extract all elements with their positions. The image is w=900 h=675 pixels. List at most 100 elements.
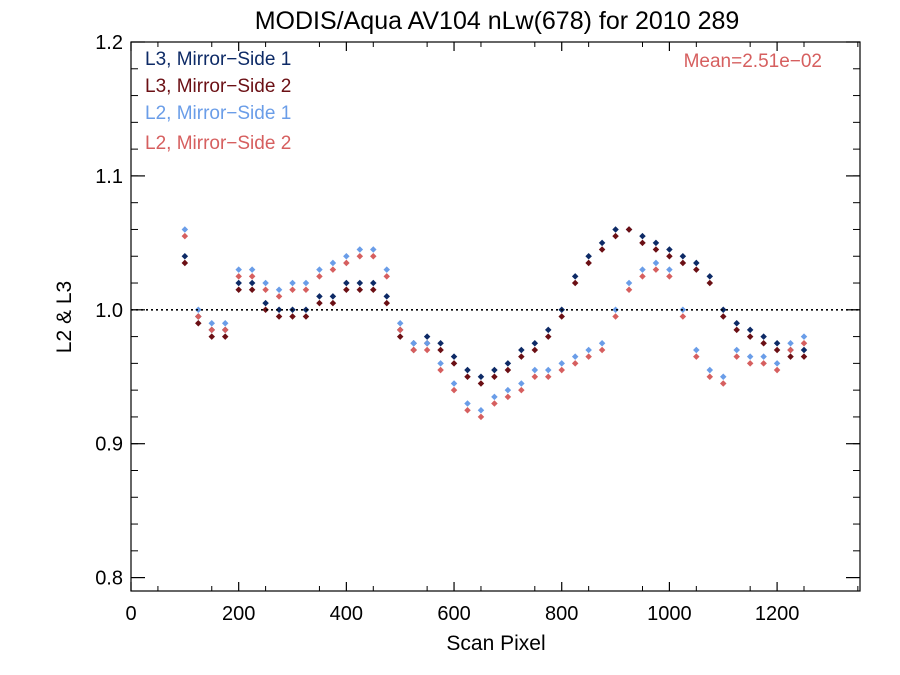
data-point	[491, 393, 498, 401]
data-point	[275, 306, 283, 314]
data-point	[208, 333, 216, 340]
data-point	[545, 366, 552, 374]
data-point	[733, 319, 740, 327]
y-axis-label: L2 & L3	[53, 281, 76, 353]
data-point	[693, 266, 700, 273]
data-point	[356, 246, 364, 253]
data-point	[706, 373, 714, 381]
data-point	[262, 299, 269, 307]
data-point	[787, 346, 794, 354]
data-point	[558, 360, 565, 367]
data-point	[585, 353, 592, 360]
legend-entry: L3, Mirror−Side 2	[145, 76, 291, 97]
data-point	[545, 333, 552, 340]
data-point	[518, 353, 525, 360]
data-point	[181, 259, 189, 267]
data-point	[181, 226, 189, 233]
data-point	[383, 293, 390, 300]
data-point	[719, 313, 727, 320]
data-point	[316, 293, 323, 300]
data-point	[289, 286, 296, 293]
data-point	[504, 393, 512, 401]
data-point	[343, 259, 350, 267]
series-group	[181, 226, 808, 381]
data-point	[787, 340, 794, 347]
data-point	[598, 239, 606, 247]
data-point	[706, 273, 714, 280]
data-point	[518, 386, 525, 394]
data-point	[719, 380, 727, 387]
data-point	[760, 353, 767, 360]
data-point	[343, 286, 350, 293]
data-point	[598, 346, 606, 354]
data-point	[531, 366, 539, 374]
x-tick-labels: 0 200 400 600 800 1000 1200	[125, 603, 799, 625]
data-point	[652, 266, 660, 273]
data-point	[450, 386, 458, 394]
data-point	[625, 226, 633, 233]
data-point	[464, 366, 471, 374]
mean-annotation: Mean=2.51e−02	[684, 51, 822, 72]
data-point	[248, 279, 256, 287]
x-axis-label: Scan Pixel	[446, 632, 545, 655]
data-point	[760, 360, 767, 367]
data-point	[437, 340, 444, 347]
data-point	[639, 273, 646, 280]
data-point	[450, 353, 458, 360]
data-point	[423, 346, 431, 354]
data-point	[221, 319, 229, 327]
data-point	[370, 286, 377, 293]
data-point	[531, 346, 539, 354]
data-point	[316, 266, 323, 273]
data-point	[356, 252, 364, 260]
series-group	[181, 226, 808, 387]
data-point	[450, 360, 458, 367]
data-point	[181, 252, 189, 260]
data-point	[221, 333, 229, 340]
data-point	[302, 286, 310, 293]
data-point	[477, 406, 485, 414]
legend: L3, Mirror−Side 1 L3, Mirror−Side 2 L2, …	[145, 49, 291, 154]
axis-ticks	[130, 41, 860, 591]
data-point	[437, 360, 444, 367]
data-point	[410, 340, 417, 347]
data-point	[612, 226, 619, 233]
data-point	[571, 360, 579, 367]
data-point	[262, 306, 269, 314]
data-point	[491, 373, 498, 381]
data-point	[195, 306, 202, 314]
data-point	[316, 299, 323, 307]
data-point	[639, 232, 646, 240]
data-point	[531, 373, 539, 381]
legend-entry: L2, Mirror−Side 1	[145, 103, 291, 124]
data-point	[800, 340, 808, 347]
data-point	[598, 246, 606, 253]
data-point	[383, 273, 390, 280]
data-point	[585, 259, 592, 267]
data-point	[329, 299, 337, 307]
data-point	[746, 353, 754, 360]
data-point	[760, 340, 767, 347]
data-point	[195, 319, 202, 327]
data-point	[356, 279, 364, 287]
data-point	[518, 380, 525, 387]
plot-area	[130, 41, 861, 592]
data-point	[370, 252, 377, 260]
data-point	[491, 366, 498, 374]
y-tick-label: 0.8	[95, 568, 123, 590]
data-point	[652, 246, 660, 253]
data-point	[248, 273, 256, 280]
data-point	[531, 340, 539, 347]
data-point	[746, 326, 754, 334]
x-tick-label: 0	[125, 603, 136, 625]
data-point	[302, 279, 310, 287]
data-point	[329, 266, 337, 273]
data-point	[275, 286, 283, 293]
data-point	[464, 373, 471, 381]
data-point	[733, 326, 740, 334]
data-point	[800, 333, 808, 340]
data-point	[693, 346, 700, 354]
data-point	[733, 346, 740, 354]
data-point	[329, 293, 337, 300]
